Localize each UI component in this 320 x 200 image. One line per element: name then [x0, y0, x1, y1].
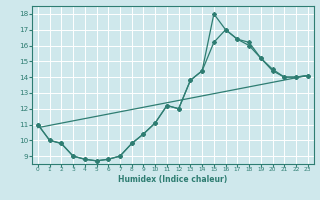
X-axis label: Humidex (Indice chaleur): Humidex (Indice chaleur): [118, 175, 228, 184]
